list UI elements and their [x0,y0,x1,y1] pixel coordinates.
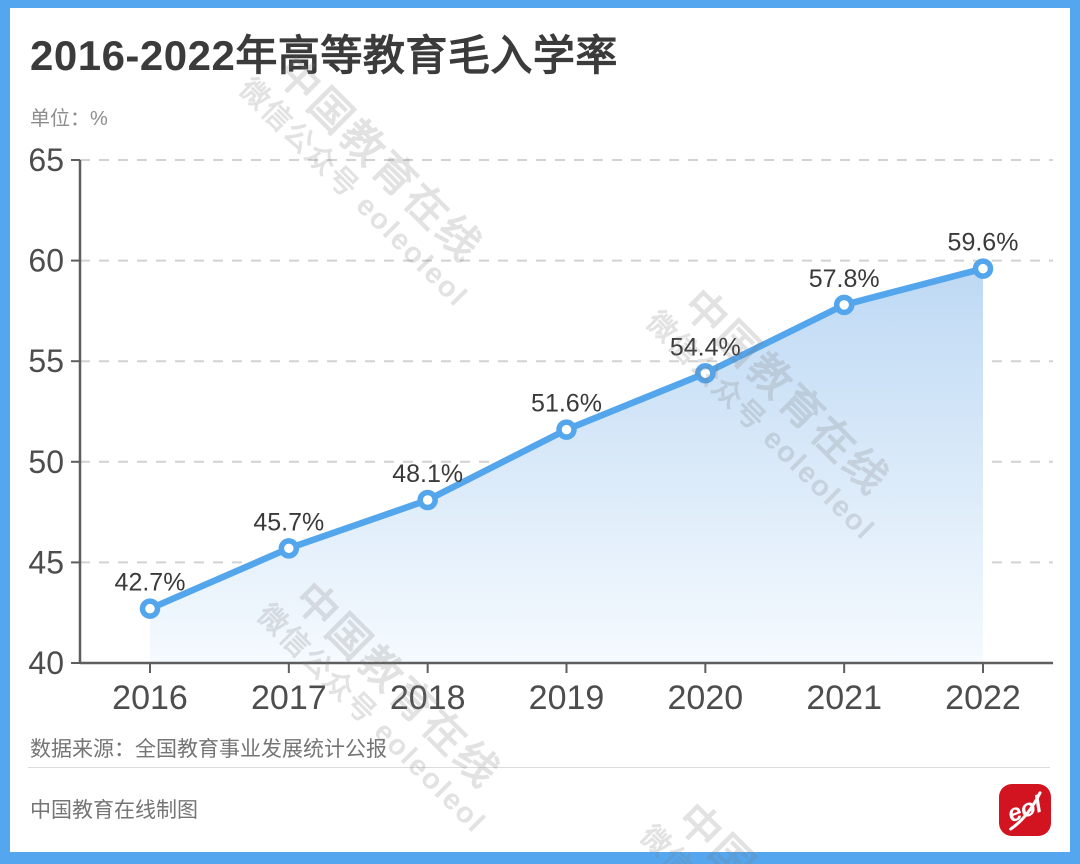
area-fill [150,268,983,663]
data-point-label: 57.8% [809,265,880,293]
data-point-label: 51.6% [531,390,602,418]
x-tick-label: 2022 [945,679,1021,717]
y-tick-label: 55 [28,343,64,379]
y-tick-label: 60 [28,243,64,279]
data-point [556,419,577,440]
data-point [972,258,994,279]
y-tick-label: 65 [28,142,64,178]
data-point-label: 42.7% [115,569,186,597]
x-tick-label: 2021 [806,679,882,717]
data-point [278,538,300,559]
y-tick-label: 40 [28,645,64,681]
data-point [695,363,716,384]
x-tick-label: 2019 [529,679,605,717]
x-tick-label: 2020 [668,679,744,717]
x-tick-label: 2018 [390,679,466,717]
data-point [417,489,438,511]
x-tick-label: 2016 [112,679,188,717]
data-point-label: 59.6% [948,229,1019,257]
data-point [833,294,855,316]
data-point-label: 45.7% [253,508,324,536]
data-point [139,598,161,619]
y-tick-label: 50 [28,444,64,480]
credit-note: 中国教育在线制图 [30,799,198,822]
x-tick-label: 2017 [251,679,327,717]
data-source-note: 数据来源：全国教育事业发展统计公报 [30,738,387,761]
footer-divider [28,767,1050,768]
unit-label: 单位：% [30,108,108,130]
data-point-label: 48.1% [392,460,463,488]
logo-swoosh [1009,791,1042,831]
y-tick-label: 45 [28,544,64,580]
data-point-label: 54.4% [670,333,741,361]
page-title: 2016-2022年高等教育毛入学率 [30,32,618,79]
eol-logo-icon: eol [999,784,1051,836]
